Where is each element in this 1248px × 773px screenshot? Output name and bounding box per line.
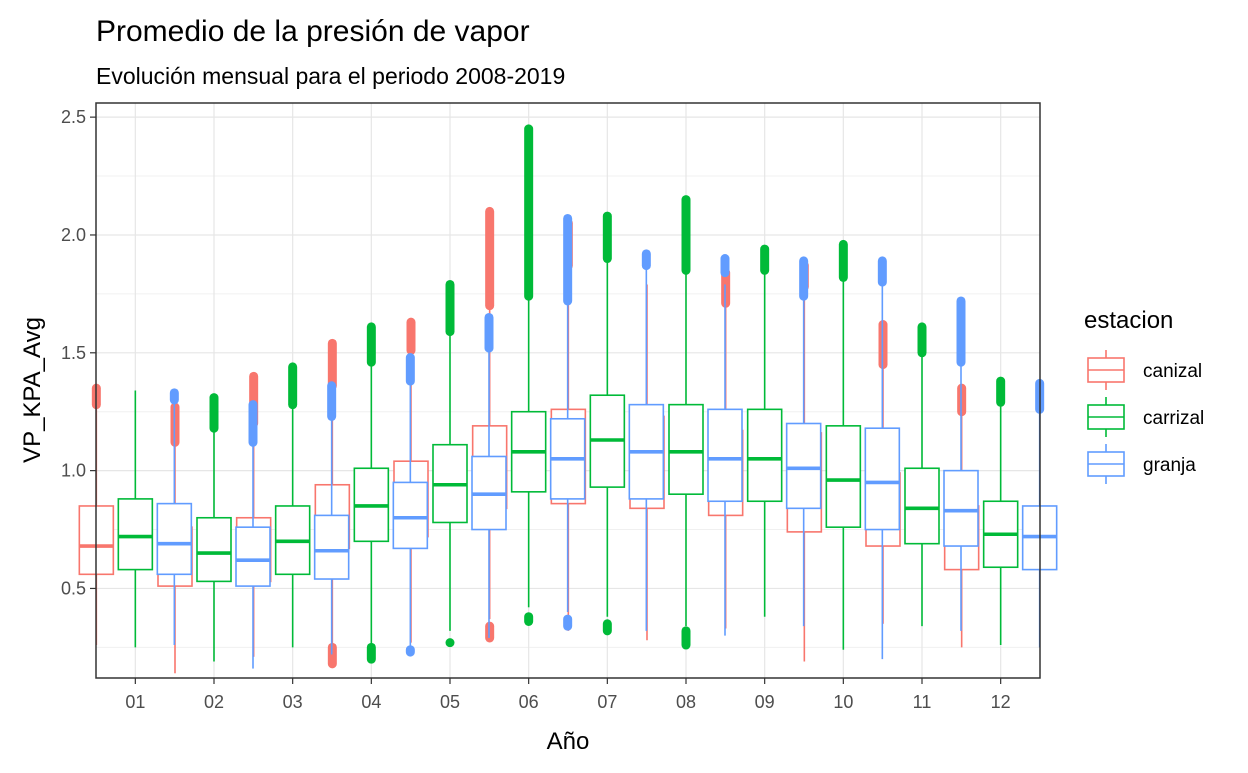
y-tick-label: 0.5	[61, 578, 86, 598]
box-body	[392, 481, 429, 550]
box-granja-04	[392, 353, 429, 657]
legend-label: granja	[1143, 455, 1196, 476]
box-granja-03	[313, 381, 350, 655]
box-body	[864, 427, 901, 531]
box-granja-01	[156, 388, 193, 646]
box-granja-08	[707, 254, 743, 636]
x-axis: 01 02 03 04 05 06 07 08 09 10 11 12	[125, 678, 1011, 712]
box-carrizal-10	[825, 239, 862, 650]
box-body	[746, 408, 783, 503]
y-tick-label: 1.0	[61, 461, 86, 481]
legend-item-carrizal: carrizal	[1084, 395, 1204, 439]
box-carrizal-06	[510, 124, 547, 626]
box-carrizal-11	[904, 322, 940, 627]
box-body	[943, 469, 979, 547]
legend-label: canizal	[1143, 361, 1202, 382]
x-tick-label: 07	[597, 692, 617, 712]
box-body	[785, 422, 822, 510]
box-body	[904, 467, 940, 545]
box-body	[156, 502, 193, 576]
box-body	[196, 516, 232, 583]
box-granja-11	[943, 296, 979, 631]
x-tick-label: 03	[283, 692, 303, 712]
box-carrizal-12	[982, 376, 1019, 646]
box-body	[117, 498, 154, 571]
x-tick-label: 09	[755, 692, 775, 712]
x-tick-label: 01	[125, 692, 145, 712]
box-granja-06	[549, 213, 586, 631]
box-carrizal-09	[746, 244, 783, 617]
box-granja-02	[235, 400, 271, 669]
x-tick-label: 12	[991, 692, 1011, 712]
x-tick-label: 10	[833, 692, 853, 712]
box-granja-07	[628, 249, 665, 631]
box-body	[235, 526, 271, 587]
x-tick-label: 04	[361, 692, 381, 712]
x-tick-label: 08	[676, 692, 696, 712]
y-tick-label: 2.5	[61, 107, 86, 127]
box-carrizal-07	[589, 211, 626, 636]
box-carrizal-04	[353, 322, 390, 664]
legend-item-granja: granja	[1084, 442, 1196, 486]
box-granja-05	[471, 312, 507, 638]
y-tick-label: 2.0	[61, 225, 86, 245]
box-carrizal-02	[196, 393, 232, 662]
y-tick-label: 1.5	[61, 343, 86, 363]
x-tick-label: 11	[913, 692, 932, 712]
box-body	[825, 425, 862, 528]
legend-item-canizal: canizal	[1084, 348, 1202, 392]
box-body	[668, 403, 704, 495]
y-axis-title: VP_KPA_Avg	[19, 317, 46, 463]
y-axis: 0.5 1.0 1.5 2.0 2.5	[61, 107, 96, 598]
legend-items: canizal carrizal granja	[1084, 348, 1204, 486]
panel-border	[95, 102, 1041, 679]
plot-panel	[78, 102, 1058, 679]
boxes	[78, 124, 1058, 674]
legend-title: estacion	[1084, 307, 1173, 334]
box-carrizal-08	[668, 195, 704, 650]
x-tick-label: 05	[440, 692, 460, 712]
chart-title: Promedio de la presión de vapor	[96, 15, 530, 48]
x-tick-label: 06	[519, 692, 539, 712]
x-axis-title: Año	[547, 728, 590, 755]
box-carrizal-01	[117, 390, 154, 648]
box-granja-09	[785, 256, 822, 627]
box-body	[707, 408, 743, 503]
box-carrizal-05	[432, 279, 468, 648]
box-granja-10	[864, 256, 901, 660]
legend: estacion canizal carrizal granja	[1084, 307, 1204, 486]
x-tick-label: 02	[204, 692, 224, 712]
chart-subtitle: Evolución mensual para el periodo 2008-2…	[96, 63, 565, 89]
legend-label: carrizal	[1143, 408, 1204, 429]
box-carrizal-03	[274, 362, 311, 648]
box-body	[313, 514, 350, 580]
